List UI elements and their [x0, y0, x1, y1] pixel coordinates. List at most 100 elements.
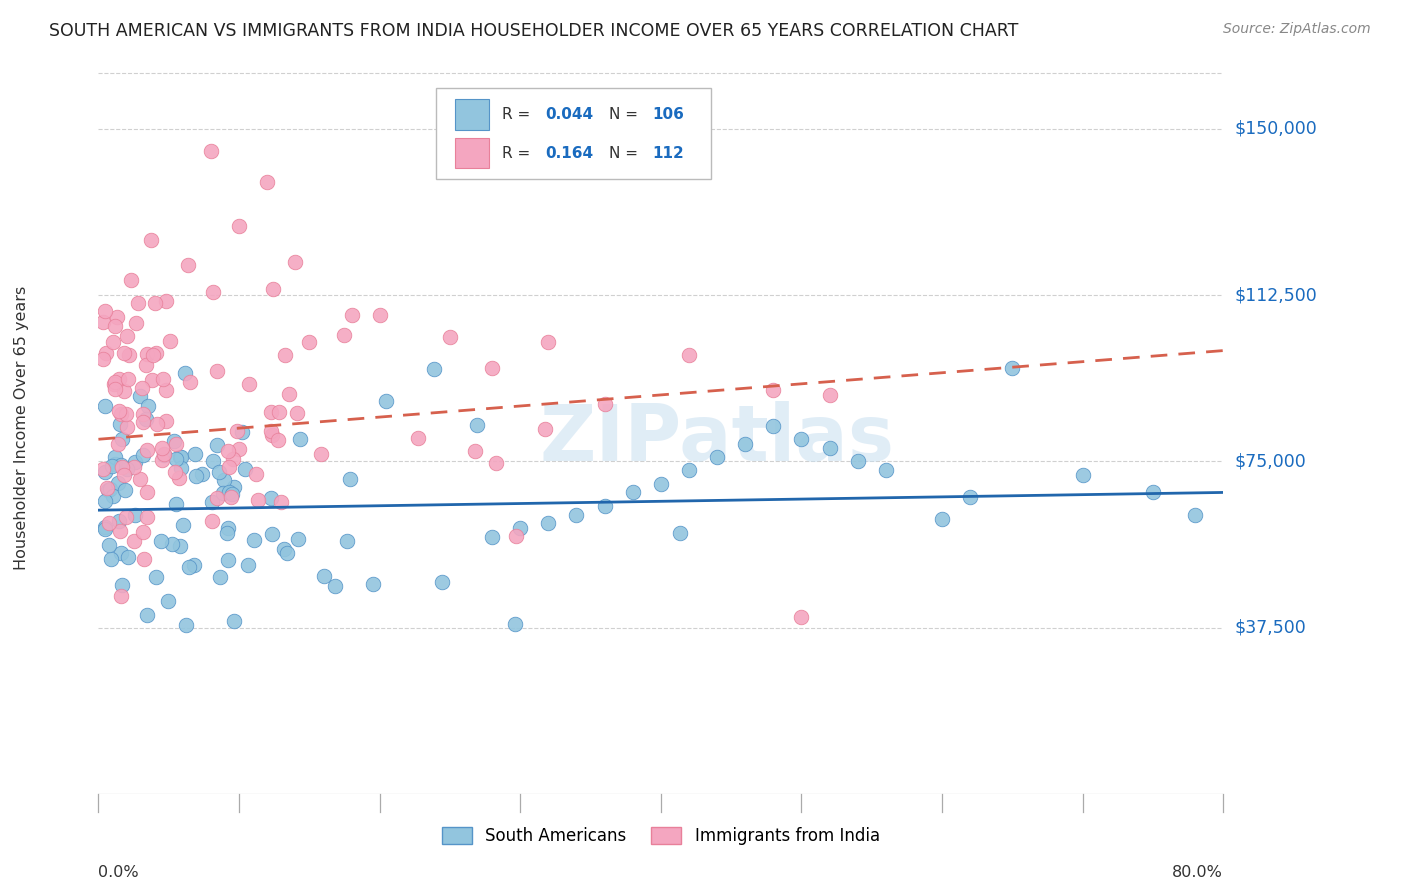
Point: [114, 510, 136, 524]
Point: [128, 472, 150, 486]
Point: [221, 487, 243, 501]
Point: [274, 348, 297, 362]
Point: [108, 372, 131, 386]
Point: [98, 482, 121, 496]
Point: [593, 499, 616, 513]
Point: [112, 345, 135, 359]
Point: [818, 388, 841, 402]
FancyBboxPatch shape: [456, 99, 489, 129]
Point: [1001, 361, 1024, 376]
Point: [100, 551, 122, 566]
Point: [94, 520, 117, 534]
Point: [217, 553, 239, 567]
Point: [132, 415, 155, 429]
Point: [375, 393, 398, 408]
Point: [165, 452, 187, 467]
Point: [174, 618, 197, 632]
Point: [1071, 467, 1094, 482]
Point: [222, 451, 245, 466]
Text: R =: R =: [502, 145, 540, 161]
Point: [422, 362, 444, 376]
Point: [107, 476, 129, 491]
Text: $37,500: $37,500: [1234, 619, 1306, 637]
Point: [155, 294, 177, 309]
Point: [593, 397, 616, 411]
Point: [205, 491, 228, 505]
Point: [336, 533, 359, 548]
Point: [125, 316, 148, 330]
Point: [115, 462, 138, 476]
Point: [104, 375, 127, 389]
Point: [200, 144, 222, 158]
Point: [136, 443, 159, 458]
Point: [201, 454, 224, 468]
Point: [242, 533, 264, 547]
Point: [262, 282, 284, 296]
Point: [169, 450, 191, 464]
Point: [260, 491, 283, 506]
Point: [105, 310, 128, 325]
Point: [115, 407, 138, 421]
Point: [464, 443, 486, 458]
Point: [108, 524, 131, 539]
Point: [169, 539, 191, 553]
Point: [145, 346, 167, 360]
Point: [118, 348, 141, 362]
Point: [224, 614, 246, 628]
Point: [959, 490, 981, 504]
Point: [160, 537, 183, 551]
Point: [678, 348, 700, 362]
Point: [98, 538, 121, 552]
Point: [201, 495, 224, 509]
Point: [108, 417, 131, 431]
Point: [135, 411, 157, 425]
Point: [94, 303, 117, 318]
Point: [91, 315, 114, 329]
Point: [131, 448, 153, 462]
Point: [226, 424, 249, 438]
Point: [153, 447, 176, 461]
Point: [290, 432, 312, 446]
Point: [621, 485, 644, 500]
Point: [156, 594, 179, 608]
Text: $112,500: $112,500: [1234, 286, 1317, 304]
Point: [94, 522, 117, 536]
Point: [236, 558, 259, 573]
Point: [117, 549, 139, 564]
Point: [162, 434, 184, 448]
Point: [91, 462, 114, 476]
Point: [208, 570, 231, 584]
Point: [107, 437, 129, 451]
Point: [141, 373, 163, 387]
Point: [104, 382, 127, 396]
Text: 80.0%: 80.0%: [1173, 865, 1223, 880]
Point: [104, 318, 127, 333]
Point: [215, 525, 238, 540]
Point: [790, 609, 813, 624]
Point: [217, 521, 239, 535]
Point: [537, 516, 560, 531]
Point: [110, 546, 132, 560]
Point: [110, 407, 132, 421]
Point: [245, 467, 267, 481]
Point: [201, 514, 224, 528]
Point: [122, 460, 145, 475]
Text: SOUTH AMERICAN VS IMMIGRANTS FROM INDIA HOUSEHOLDER INCOME OVER 65 YEARS CORRELA: SOUTH AMERICAN VS IMMIGRANTS FROM INDIA …: [49, 22, 1018, 40]
Point: [142, 348, 165, 362]
Point: [465, 418, 488, 433]
FancyBboxPatch shape: [436, 88, 711, 179]
Point: [170, 461, 193, 475]
Point: [339, 472, 361, 486]
Point: [706, 450, 728, 464]
Point: [136, 485, 159, 500]
Point: [136, 347, 159, 361]
Text: 0.164: 0.164: [546, 145, 593, 161]
Point: [202, 285, 225, 299]
Text: $75,000: $75,000: [1234, 452, 1306, 470]
Point: [276, 546, 298, 560]
Point: [846, 454, 869, 468]
Text: N =: N =: [609, 145, 648, 161]
Point: [165, 497, 187, 511]
Point: [260, 405, 283, 419]
Point: [131, 381, 153, 395]
